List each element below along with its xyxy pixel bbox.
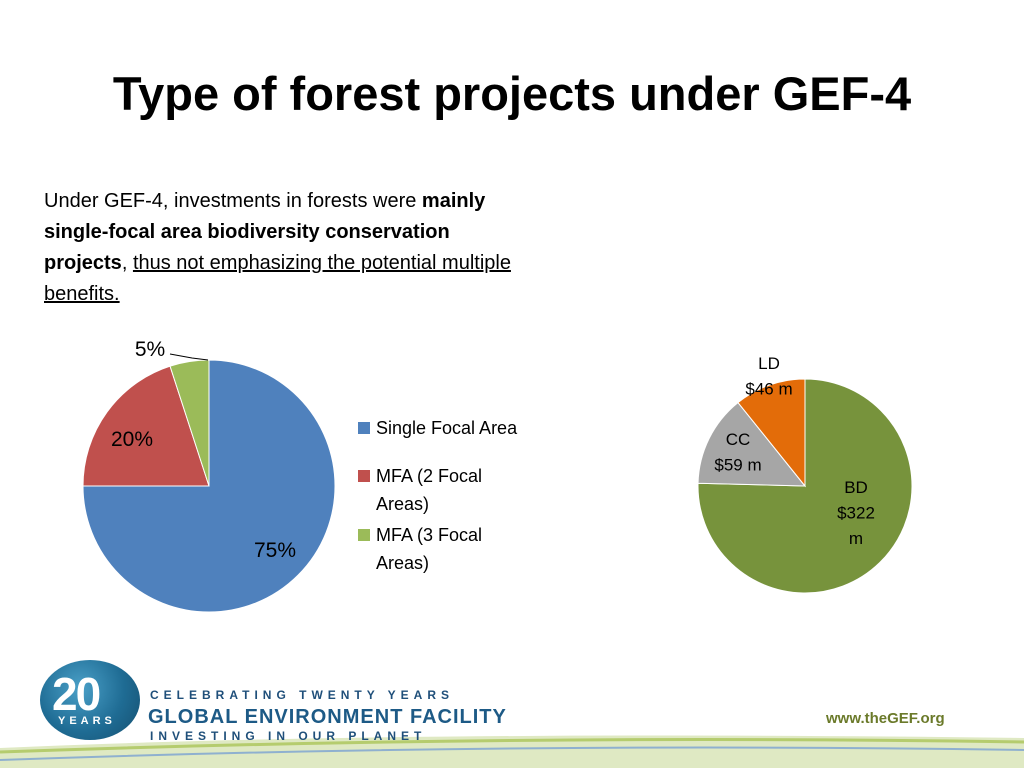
slide-title: Type of forest projects under GEF-4 — [112, 67, 912, 120]
funding-pie-data-label-0: BD $322 m — [837, 478, 875, 548]
focal-pie-leader-line — [169, 353, 209, 361]
funding-pie-slice-0 — [697, 378, 913, 594]
website-link[interactable]: www.theGEF.org — [826, 710, 945, 727]
funding-pie-slice-2 — [737, 378, 806, 488]
focal-pie-data-label-1: 20% — [111, 428, 153, 451]
intro-paragraph: Under GEF-4, investments in forests were… — [44, 186, 524, 310]
legend-item-mfa-2: MFA (2 Focal Areas) — [358, 462, 538, 518]
focal-pie-data-label-0: 75% — [254, 539, 296, 562]
focal-pie-slice-2 — [169, 359, 210, 487]
legend-label: Single Focal Area — [376, 418, 518, 438]
intro-comma: , — [121, 252, 128, 274]
focal-pie-data-label-2: 5% — [135, 338, 165, 361]
intro-underlined-text: thus not emphasizing the potential multi… — [44, 252, 511, 305]
celebrating-text: CELEBRATING TWENTY YEARS — [150, 688, 455, 702]
organization-name: GLOBAL ENVIRONMENT FACILITY — [148, 706, 507, 728]
funding-pie-data-label-2: LD $46 m — [745, 354, 792, 399]
footer-swoosh — [0, 735, 1024, 768]
intro-bold-text: mainly single-focal area biodiversity co… — [44, 190, 486, 274]
focal-pie-slice-0 — [82, 359, 336, 613]
pie-legend: Single Focal Area MFA (2 Focal Areas) MF… — [358, 414, 538, 580]
legend-item-single-focal: Single Focal Area — [358, 414, 538, 442]
intro-text: Under GEF-4, investments in forests were — [44, 190, 417, 212]
legend-swatch — [358, 529, 370, 541]
funding-pie-slice-1 — [697, 401, 807, 487]
gef-logo-icon — [40, 660, 140, 740]
legend-swatch — [358, 422, 370, 434]
tagline: INVESTING IN OUR PLANET — [150, 729, 427, 743]
legend-item-mfa-3: MFA (3 Focal Areas) — [358, 521, 538, 577]
legend-label: MFA (3 Focal Areas) — [376, 525, 483, 573]
focal-pie-slice-1 — [82, 365, 210, 487]
logo-number: 20 — [52, 668, 101, 720]
funding-pie-data-label-1: CC $59 m — [714, 430, 761, 475]
footer — [0, 650, 1024, 768]
legend-label: MFA (2 Focal Areas) — [376, 466, 483, 514]
logo-years: YEARS — [58, 715, 116, 727]
legend-swatch — [358, 470, 370, 482]
